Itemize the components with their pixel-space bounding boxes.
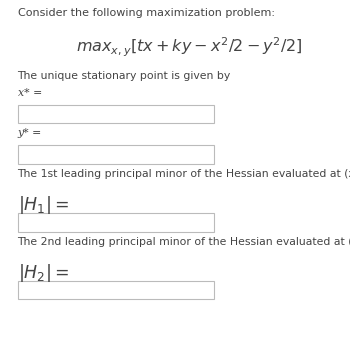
Text: Consider the following maximization problem:: Consider the following maximization prob…: [18, 8, 274, 19]
Text: The unique stationary point is given by: The unique stationary point is given by: [18, 71, 231, 81]
Text: The 1st leading principal minor of the Hessian evaluated at (x*,y*) is: The 1st leading principal minor of the H…: [18, 169, 350, 179]
Text: x* =: x* =: [18, 88, 42, 98]
Text: The 2nd leading principal minor of the Hessian evaluated at (x*,y*) is: The 2nd leading principal minor of the H…: [18, 237, 350, 247]
Text: $\mathit{max}_{x,y}[tx + ky - x^2/2 - y^2/2]$: $\mathit{max}_{x,y}[tx + ky - x^2/2 - y^…: [76, 35, 302, 59]
FancyBboxPatch shape: [18, 281, 213, 299]
Text: $|H_2| =$: $|H_2| =$: [18, 262, 69, 284]
FancyBboxPatch shape: [18, 145, 213, 164]
FancyBboxPatch shape: [18, 105, 213, 123]
Text: $|H_1| =$: $|H_1| =$: [18, 194, 69, 216]
Text: y* =: y* =: [18, 128, 42, 139]
FancyBboxPatch shape: [18, 213, 213, 232]
